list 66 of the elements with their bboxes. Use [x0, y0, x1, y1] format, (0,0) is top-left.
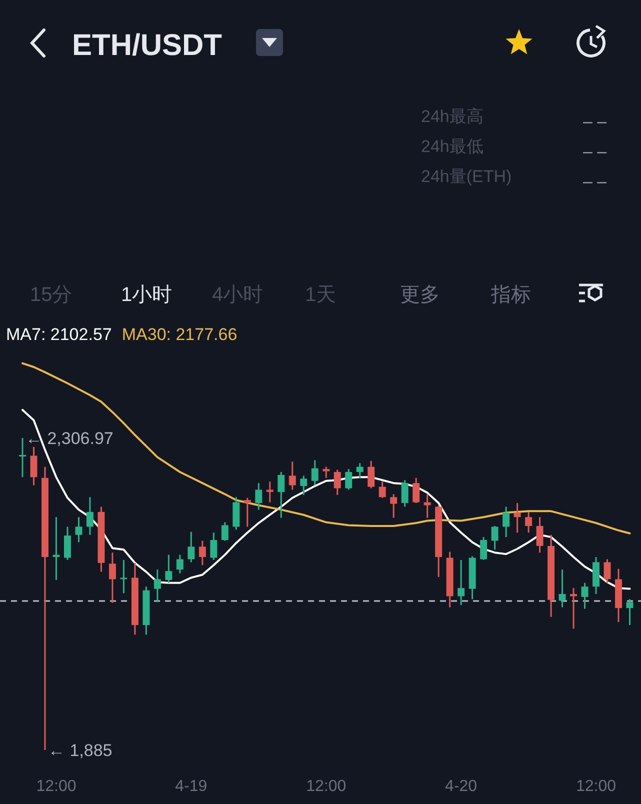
candlestick: [288, 460, 296, 490]
candlestick: [480, 536, 488, 561]
candlestick: [345, 468, 352, 490]
candlestick: [581, 582, 588, 610]
candlestick: [266, 480, 274, 504]
text: 24h最高: [421, 107, 484, 126]
text: MA7: 2102.57: [6, 325, 112, 344]
text: 4小时: [212, 284, 264, 306]
candlestick: [570, 587, 578, 630]
candlestick: [64, 526, 71, 561]
text: 1小时: [121, 284, 172, 306]
x-tick-label: 12:00: [36, 778, 76, 795]
candlestick: [458, 559, 465, 606]
text: MA30: 2177.66: [122, 325, 238, 344]
candlestick: [188, 531, 195, 563]
candlestick: [401, 479, 408, 508]
candlestick: [558, 568, 566, 608]
text: – –: [583, 112, 608, 131]
text: 1天: [305, 284, 336, 306]
candlestick: [390, 493, 398, 519]
text: 24h最低: [421, 137, 484, 156]
text: 24h量(ETH): [421, 167, 512, 186]
candlestick: [378, 480, 386, 499]
text: – –: [583, 172, 608, 191]
candlestick: [19, 437, 26, 478]
candlestick: [424, 493, 431, 519]
candlestick: [514, 502, 521, 534]
text: – –: [583, 142, 608, 161]
candlestick: [525, 511, 532, 534]
candlestick: [255, 482, 262, 510]
candlestick: [311, 459, 318, 486]
annotation: ← 1,885: [48, 741, 112, 760]
candlestick: [244, 497, 251, 528]
text: 15分: [30, 284, 72, 306]
candlestick: [165, 554, 172, 584]
candlestick: [120, 559, 128, 594]
candlestick: [604, 558, 611, 584]
x-tick-label: 12:00: [306, 778, 346, 795]
candlestick: [356, 462, 364, 479]
x-tick-label: 4-20: [445, 778, 478, 795]
candlestick: [278, 471, 285, 519]
x-tick-label: 4-19: [175, 778, 208, 795]
candlestick: [30, 446, 38, 486]
candlestick: [368, 460, 375, 490]
text: 指标: [490, 284, 531, 306]
candlestick: [86, 496, 94, 536]
candlestick: [52, 516, 60, 581]
candlestick: [210, 532, 218, 561]
candlestick: [412, 477, 420, 504]
text: 更多: [400, 284, 440, 306]
candlestick: [502, 506, 510, 538]
candlestick: [154, 568, 161, 603]
candlestick: [536, 516, 544, 554]
candlestick: [198, 540, 206, 566]
candlestick: [334, 469, 341, 496]
candlestick: [322, 466, 330, 479]
x-tick-label: 12:00: [576, 778, 616, 795]
candlestick: [300, 474, 308, 496]
candlestick: [176, 554, 184, 574]
candlestick: [221, 522, 228, 542]
candlestick: [491, 525, 498, 550]
candlestick: [108, 552, 116, 604]
candlestick: [626, 598, 634, 626]
annotation: ← 2,306.97: [25, 429, 114, 448]
candlestick: [75, 516, 82, 543]
chart-title: ETH/USDT: [72, 29, 222, 62]
